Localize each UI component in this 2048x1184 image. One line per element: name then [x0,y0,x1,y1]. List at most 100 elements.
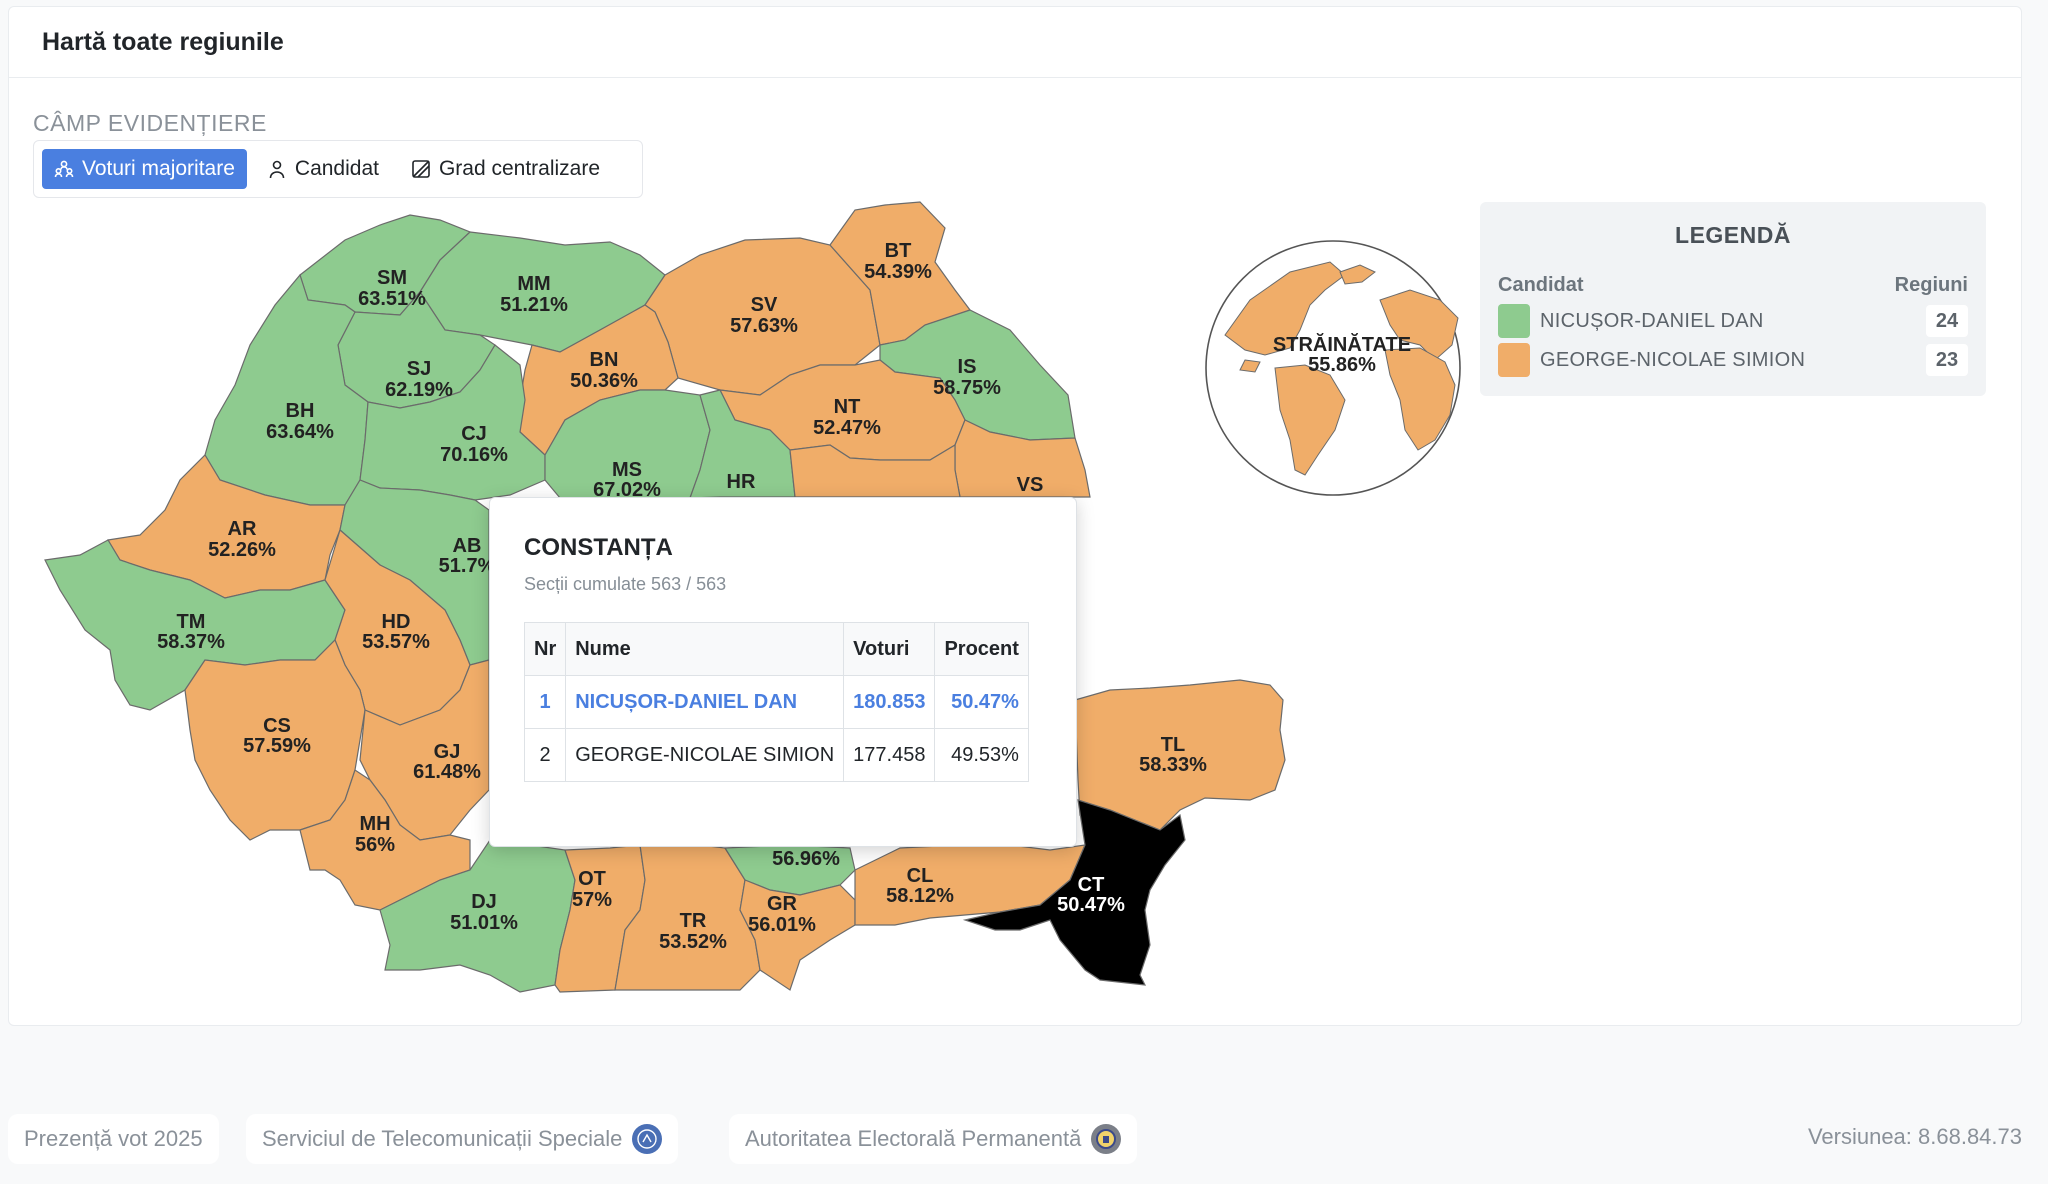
footer-presence-label: Prezență vot 2025 [24,1126,203,1151]
label-TM-value: 58.37% [157,631,225,653]
county-BH[interactable] [204,273,369,506]
label-BH-code: BH [286,400,315,422]
label-AR-code: AR [228,518,257,540]
people-icon [54,160,74,178]
highlight-toggle-group: Voturi majoritare Candidat Grad centrali… [33,140,643,198]
label-TM-code: TM [177,611,206,633]
toggle-centralization[interactable]: Grad centralizare [399,149,612,189]
label-SJ-value: 62.19% [385,379,453,401]
label-TR-code: TR [680,910,707,932]
label-DJ-code: DJ [471,891,497,913]
county-BC[interactable] [789,443,961,498]
label-CS-code: CS [263,715,291,737]
legend-item-name: GEORGE-NICOLAE SIMION [1540,348,1806,371]
legend-title: LEGENDĂ [1675,222,1791,248]
label-SM-code: SM [377,267,407,289]
label-MS-value: 67.02% [593,479,661,501]
cell-votes: 177.458 [843,728,936,782]
popup-title: CONSTANȚA [524,534,673,561]
popup-subtitle: Secții cumulate 563 / 563 [524,574,727,594]
label-VS-code: VS [1017,474,1044,496]
label-SM-value: 63.51% [358,288,426,310]
toggle-candidate-label: Candidat [294,157,379,180]
label-AB-value: 51.7% [439,555,496,577]
label-SV-value: 57.63% [730,315,798,337]
footer-aep-label: Autoritatea Electorală Permanentă [745,1126,1082,1151]
label-SJ-code: SJ [407,358,431,380]
label-MM-value: 51.21% [500,294,568,316]
label-CJ-value: 70.16% [440,444,508,466]
toggle-candidate[interactable]: Candidat [255,149,391,189]
label-HD-value: 53.57% [362,631,430,653]
label-IF-value: 56.96% [772,848,840,870]
aep-seal-icon [1091,1124,1122,1154]
footer-presence-link[interactable]: Prezență vot 2025 [8,1114,219,1164]
legend-panel: LEGENDĂ Candidat Regiuni NICUȘOR-DANIEL … [1480,202,1986,396]
highlight-field-label: CÂMP EVIDENȚIERE [33,110,267,136]
version-text: Versiunea: 8.68.84.73 [1807,1124,2022,1149]
legend-item-name: NICUȘOR-DANIEL DAN [1540,309,1764,332]
label-BT-value: 54.39% [864,261,932,283]
cell-nr: 2 [523,728,567,782]
label-SV-code: SV [751,294,778,316]
gauge-icon [412,160,430,178]
person-icon [269,160,285,179]
label-GJ-value: 61.48% [413,761,481,783]
label-NT-value: 52.47% [813,417,881,439]
abroad-globe[interactable]: STRĂINĂTATE 55.86% [1205,240,1461,496]
abroad-value: 55.86% [1308,354,1376,376]
col-votes: Voturi [843,622,936,676]
label-BN-value: 50.36% [570,370,638,392]
county-MH[interactable] [299,769,471,911]
cell-name: NICUȘOR-DANIEL DAN [565,675,845,729]
label-TL-code: TL [1161,734,1185,756]
results-table: Nr Nume Voturi Procent 1 NICUȘOR-DANIEL … [523,622,1029,782]
county-GR[interactable] [739,879,856,991]
legend-col-regions: Regiuni [1894,274,1968,296]
col-name: Nume [565,622,845,676]
legend-item-count: 23 [1926,344,1968,376]
label-IS-value: 58.75% [933,377,1001,399]
table-row: 1 NICUȘOR-DANIEL DAN 180.853 50.47% [523,675,1029,729]
footer-sts-label: Serviciul de Telecomunicații Speciale [262,1126,623,1151]
romania-map: SM 63.51% MM 51.21% SV 57.63% BT 54.39% … [44,201,1461,993]
label-CT-code: CT [1078,874,1105,896]
label-BT-code: BT [885,240,912,262]
label-HR-code: HR [727,471,756,493]
col-percent: Procent [934,622,1029,676]
label-TL-value: 58.33% [1139,754,1207,776]
label-IS-code: IS [958,356,977,378]
label-GR-value: 56.01% [748,914,816,936]
label-MS-code: MS [612,459,642,481]
label-GJ-code: GJ [434,741,461,763]
label-MH-code: MH [359,813,390,835]
footer-sts-link[interactable]: Serviciul de Telecomunicații Speciale [246,1114,679,1164]
page-title: Hartă toate regiunile [9,7,2021,78]
county-popup: CONSTANȚA Secții cumulate 563 / 563 Nr N… [489,497,1077,847]
county-labels: SM 63.51% MM 51.21% SV 57.63% BT 54.39% … [157,240,1207,953]
county-CT[interactable] [962,799,1186,986]
label-NT-code: NT [834,396,861,418]
label-CL-code: CL [907,865,934,887]
cell-votes: 180.853 [843,675,936,729]
legend-item[interactable]: GEORGE-NICOLAE SIMION 23 [1498,343,1968,377]
label-CS-value: 57.59% [243,735,311,757]
label-BH-value: 63.64% [266,421,334,443]
label-MH-value: 56% [355,834,395,856]
label-CJ-code: CJ [461,423,487,445]
toggle-majority-votes[interactable]: Voturi majoritare [42,149,247,189]
label-TR-value: 53.52% [659,931,727,953]
label-OT-value: 57% [572,889,612,911]
label-AB-code: AB [453,535,482,557]
cell-nr: 1 [523,675,567,729]
label-OT-code: OT [578,868,606,890]
label-AR-value: 52.26% [208,539,276,561]
legend-item[interactable]: NICUȘOR-DANIEL DAN 24 [1498,304,1968,338]
cell-percent: 49.53% [934,728,1029,782]
label-HD-code: HD [382,611,411,633]
footer-aep-link[interactable]: Autoritatea Electorală Permanentă [729,1114,1138,1164]
table-row: 2 GEORGE-NICOLAE SIMION 177.458 49.53% [523,728,1029,782]
label-GR-code: GR [767,893,798,915]
legend-item-count: 24 [1926,305,1968,337]
legend-col-candidate: Candidat [1498,274,1584,296]
